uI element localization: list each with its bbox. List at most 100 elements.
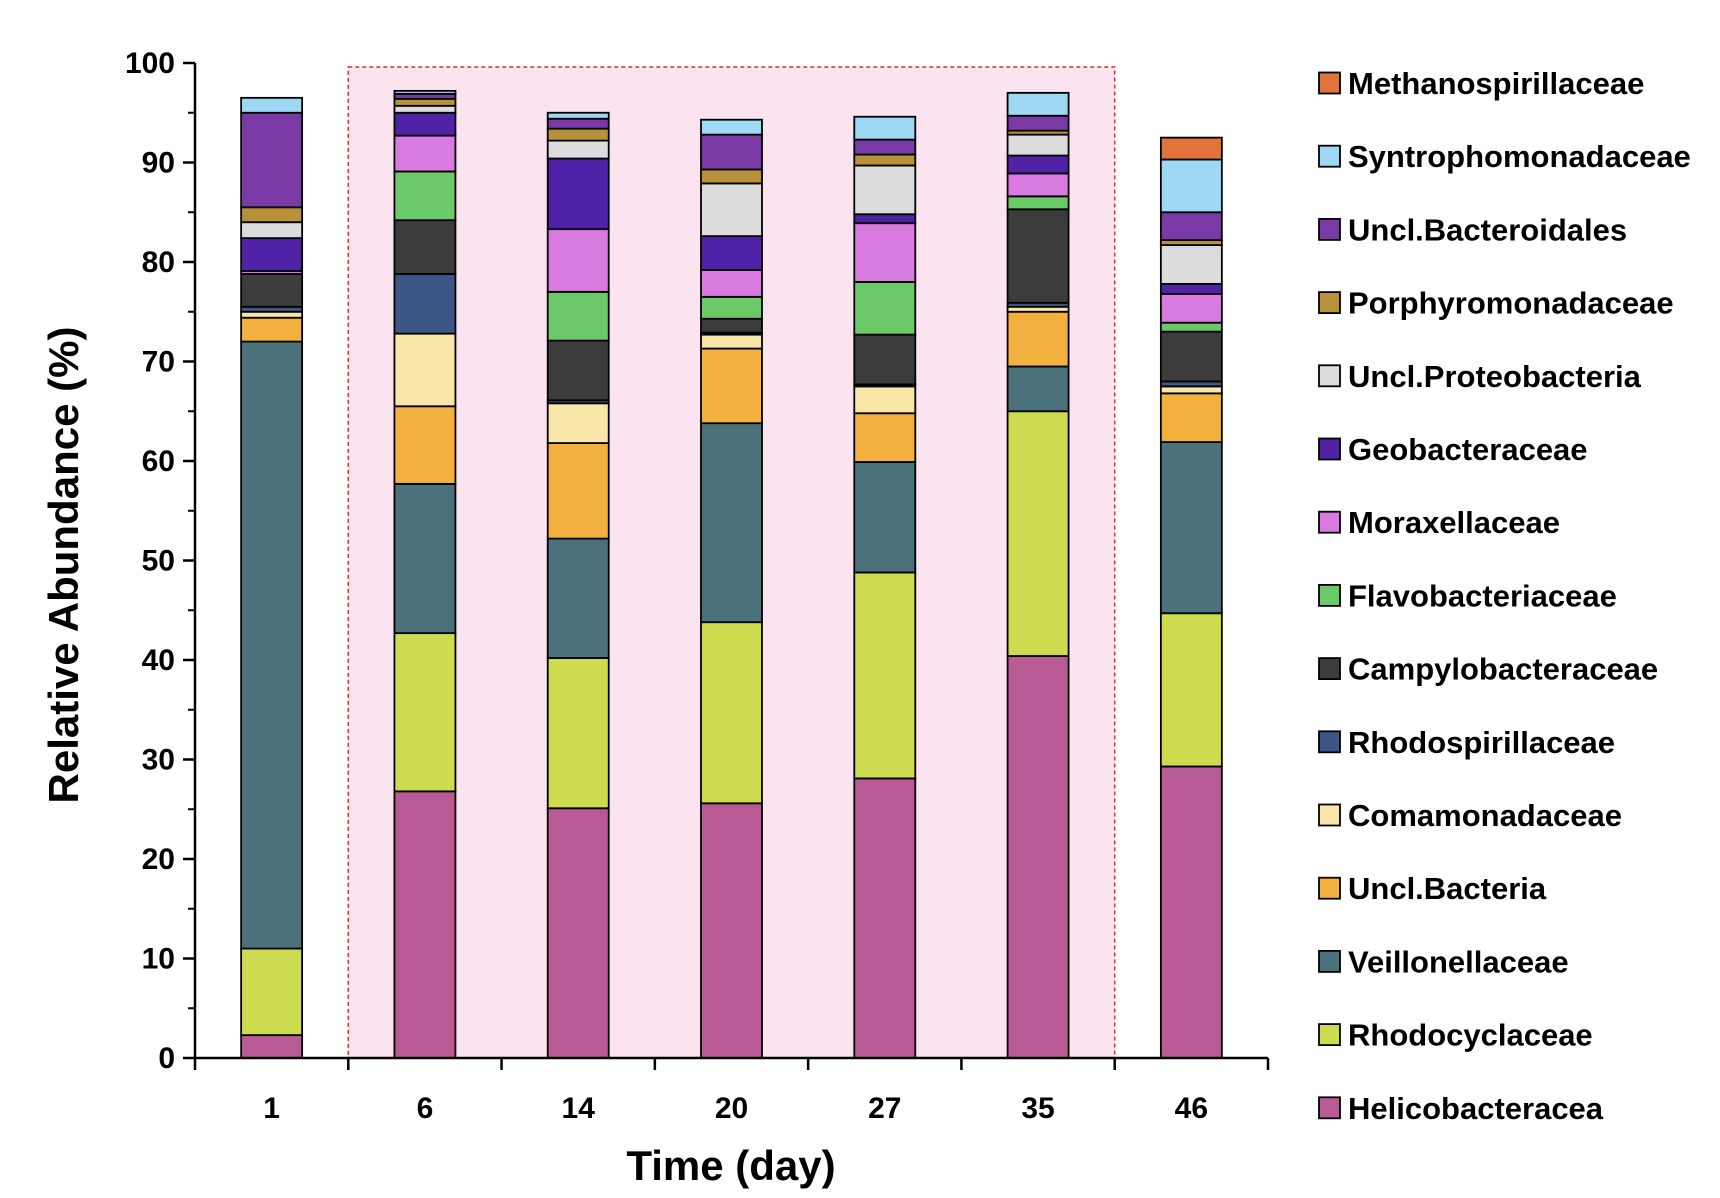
legend-label: Campylobacteraceae: [1348, 652, 1658, 687]
bar-segment-campylobacteraceae: [1006, 208, 1070, 304]
bar-stack-day-20: [700, 118, 763, 1059]
legend-label: Methanospirillaceae: [1348, 66, 1644, 101]
legend-label: Rhodocyclaceae: [1348, 1018, 1593, 1053]
legend-label: Moraxellaceae: [1348, 505, 1560, 540]
y-axis-title: Relative Abundance (%): [40, 327, 87, 804]
bar-segment-veillonellaceae: [393, 482, 457, 635]
legend-swatch: [1318, 803, 1341, 827]
legend-label: Veillonellaceae: [1348, 944, 1569, 979]
legend-item-helicobacteracea: Helicobacteracea: [1318, 1091, 1604, 1126]
y-tick-label: 40: [142, 644, 175, 677]
y-tick-label: 90: [142, 147, 175, 180]
x-tick-label: 27: [868, 1092, 901, 1125]
bar-segment-comamonadaceae: [393, 332, 457, 408]
bar-segment-uncl-bacteria: [700, 347, 763, 425]
y-tick-label: 30: [142, 744, 175, 777]
bar-segment-syntrophomonadaceae: [393, 89, 457, 95]
legend-label: Porphyromonadaceae: [1348, 286, 1674, 321]
legend-label: Uncl.Proteobacteria: [1348, 359, 1642, 394]
legend-swatch: [1318, 364, 1341, 388]
bar-segment-flavobacteriaceae: [393, 170, 457, 222]
bar-segment-flavobacteriaceae: [853, 280, 917, 336]
bar-segment-veillonellaceae: [240, 340, 304, 950]
bar-segment-geobacteraceae: [240, 237, 304, 272]
bar-segment-comamonadaceae: [700, 333, 763, 350]
bar-segment-campylobacteraceae: [853, 333, 917, 386]
bar-segment-flavobacteriaceae: [1159, 321, 1223, 333]
bar-stack-day-27: [853, 115, 917, 1059]
bar-segment-porphyromonadaceae: [700, 168, 763, 185]
bar-stack-day-46: [1159, 136, 1223, 1059]
bar-segment-porphyromonadaceae: [240, 206, 304, 224]
bar-segment-rhodocyclaceae: [240, 947, 304, 1037]
x-tick-label: 14: [562, 1092, 596, 1125]
bar-segment-rhodocyclaceae: [1159, 612, 1223, 768]
legend-label: Uncl.Bacteria: [1348, 871, 1547, 906]
legend-swatch: [1318, 657, 1341, 680]
bar-segment-porphyromonadaceae: [393, 97, 457, 107]
bar-segment-campylobacteraceae: [1159, 330, 1223, 383]
bar-segment-geobacteraceae: [1159, 282, 1223, 295]
bar-segment-uncl-bacteria: [393, 405, 457, 485]
bar-segment-veillonellaceae: [546, 537, 610, 659]
bar-segment-syntrophomonadaceae: [546, 111, 610, 120]
bar-segment-veillonellaceae: [1159, 441, 1223, 615]
bar-segment-uncl-bacteria: [1159, 392, 1223, 443]
bar-segment-porphyromonadaceae: [853, 153, 917, 167]
bar-segment-comamonadaceae: [546, 402, 610, 444]
bar-segment-helicobacteracea: [1006, 655, 1070, 1059]
x-tick-label: 46: [1175, 1092, 1208, 1125]
legend-swatch: [1318, 217, 1341, 241]
bar-segment-rhodocyclaceae: [546, 657, 610, 810]
bar-segment-uncl-bacteroidales: [700, 133, 763, 171]
legend-label: Geobacteraceae: [1348, 432, 1588, 467]
bar-segment-moraxellaceae: [546, 228, 610, 293]
axes: [183, 61, 1270, 1070]
bar-segment-uncl-proteobacteria: [1006, 133, 1070, 157]
bar-segment-comamonadaceae: [853, 385, 917, 415]
bar-segment-uncl-proteobacteria: [240, 221, 304, 240]
y-tick-label: 60: [142, 445, 175, 478]
bar-segment-syntrophomonadaceae: [1159, 158, 1223, 214]
legend-label: Helicobacteracea: [1348, 1091, 1604, 1126]
y-tick-label: 0: [158, 1042, 175, 1075]
bar-segment-uncl-bacteroidales: [853, 138, 917, 156]
bar-segment-syntrophomonadaceae: [853, 115, 917, 141]
bar-segment-helicobacteracea: [1159, 765, 1223, 1059]
legend-item-moraxellaceae: Moraxellaceae: [1318, 505, 1560, 540]
bar-segment-rhodocyclaceae: [853, 571, 917, 780]
bar-segment-uncl-bacteria: [240, 316, 304, 343]
bar-segment-porphyromonadaceae: [546, 127, 610, 142]
bar-segment-syntrophomonadaceae: [700, 118, 763, 136]
legend-item-uncl-bacteroidales: Uncl.Bacteroidales: [1318, 212, 1627, 247]
bar-segment-uncl-proteobacteria: [700, 182, 763, 238]
legend-item-rhodocyclaceae: Rhodocyclaceae: [1318, 1018, 1593, 1053]
bar-stack-day-1: [240, 96, 304, 1059]
legend-swatch: [1318, 510, 1341, 534]
legend-label: Syntrophomonadaceae: [1348, 139, 1691, 174]
bar-segment-veillonellaceae: [1006, 365, 1070, 413]
y-tick-label: 80: [142, 246, 175, 279]
bar-segment-campylobacteraceae: [700, 317, 763, 334]
legend-swatch: [1318, 1096, 1341, 1120]
legend-swatch: [1318, 437, 1341, 461]
bar-segment-moraxellaceae: [700, 269, 763, 298]
legend-item-syntrophomonadaceae: Syntrophomonadaceae: [1318, 139, 1691, 174]
bar-segment-campylobacteraceae: [240, 273, 304, 308]
legend-item-veillonellaceae: Veillonellaceae: [1318, 944, 1569, 979]
bar-segment-comamonadaceae: [1159, 385, 1223, 395]
legend-item-comamonadaceae: Comamonadaceae: [1318, 798, 1622, 833]
legend-item-campylobacteraceae: Campylobacteraceae: [1318, 652, 1658, 687]
bar-segment-veillonellaceae: [853, 461, 917, 574]
bar-segment-uncl-bacteria: [546, 442, 610, 540]
legend-item-geobacteraceae: Geobacteraceae: [1318, 432, 1588, 467]
legend-label: Uncl.Bacteroidales: [1348, 212, 1627, 247]
legend-swatch: [1318, 950, 1341, 973]
bar-segment-campylobacteraceae: [393, 219, 457, 275]
bar-stack-day-35: [1006, 91, 1070, 1059]
bar-segment-rhodocyclaceae: [393, 632, 457, 793]
bar-segment-rhodospirillaceae: [393, 273, 457, 335]
bar-segment-uncl-bacteria: [1006, 310, 1070, 368]
bar-segment-uncl-bacteroidales: [1159, 211, 1223, 242]
